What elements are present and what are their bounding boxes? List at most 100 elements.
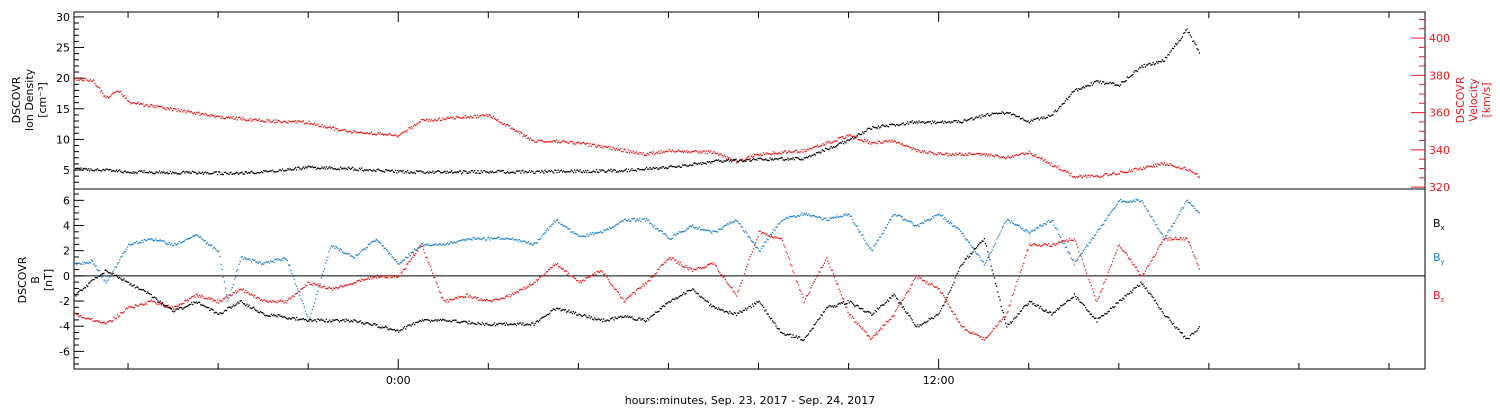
velocity-series-point (553, 140, 555, 142)
by-series-point (615, 224, 617, 226)
by-series-point (811, 215, 813, 217)
by-series-point (790, 216, 792, 218)
density-series-point (373, 169, 375, 171)
velocity-series-point (318, 125, 320, 128)
velocity-series-point (1077, 176, 1079, 178)
by-series-point (406, 257, 408, 259)
bx-series-point (948, 291, 951, 293)
by-series-point (1009, 222, 1011, 224)
velocity-series-point (1171, 164, 1173, 167)
velocity-series-point (455, 115, 457, 118)
density-series-point (108, 168, 111, 171)
density-series-point (458, 170, 460, 172)
density-series-point (219, 171, 221, 173)
by-series-point (778, 223, 781, 225)
bx-series-point (665, 303, 667, 305)
bx-series-point (144, 290, 147, 293)
bx-series-point (519, 322, 521, 324)
by-series-point (757, 247, 759, 249)
bx-series-point (850, 301, 853, 303)
by-series-point (558, 222, 560, 224)
velocity-series-point (829, 142, 832, 144)
bz-series-point (926, 281, 928, 283)
by-series-point (888, 221, 890, 224)
density-series-point (1108, 82, 1110, 84)
density-tick-label: 10 (56, 133, 70, 146)
velocity-series-point (1134, 168, 1136, 170)
density-series-point (600, 170, 602, 172)
density-series-point (220, 173, 222, 176)
bx-series-point (935, 314, 937, 316)
bx-series-point (341, 320, 343, 322)
velocity-series-point (961, 153, 963, 156)
by-series-point (1164, 235, 1167, 237)
density-series-point (1115, 84, 1117, 86)
velocity-series-point (709, 151, 711, 153)
bz-series-point (1136, 269, 1139, 272)
bz-series-point (97, 321, 100, 323)
density-series-point (1166, 57, 1168, 59)
by-series-point (337, 248, 339, 250)
velocity-series-point (1010, 156, 1012, 158)
bz-series-point (338, 286, 340, 288)
density-series-point (79, 168, 81, 170)
velocity-series-point (444, 119, 446, 121)
velocity-series-point (597, 145, 599, 147)
velocity-series-point (937, 152, 939, 154)
by-series-point (712, 230, 714, 232)
bx-series-point (579, 314, 581, 316)
by-series-point (311, 309, 313, 311)
velocity-series-point (390, 134, 392, 136)
density-series-point (343, 168, 345, 170)
velocity-series-point (526, 137, 528, 140)
by-series-point (926, 219, 928, 221)
bx-series-point (779, 331, 782, 333)
by-series-point (286, 259, 289, 262)
by-series-point (903, 219, 905, 221)
bx-series-point (985, 245, 988, 247)
bz-series-point (590, 275, 593, 277)
bz-series-point (80, 315, 82, 317)
density-series-point (702, 162, 704, 164)
bz-series-point (745, 268, 747, 270)
velocity-series-point (807, 149, 810, 151)
velocity-series-point (174, 107, 176, 110)
bx-series-point (849, 300, 851, 302)
density-series-point (456, 171, 458, 173)
bx-series-point (410, 325, 412, 327)
bz-series-point (733, 291, 735, 293)
bx-series-point (314, 319, 317, 321)
density-series-point (669, 165, 671, 167)
by-series-point (586, 233, 588, 235)
density-series-point (866, 128, 868, 130)
velocity-series-point (862, 140, 864, 142)
velocity-series-point (228, 116, 230, 118)
density-series-point (239, 172, 241, 174)
bz-series-point (1113, 257, 1115, 259)
velocity-series-point (295, 120, 297, 122)
by-series-point (1089, 241, 1091, 244)
bx-series-point (898, 302, 900, 304)
by-series-point (412, 252, 415, 254)
bz-series-point (542, 275, 544, 277)
velocity-series-point (672, 150, 675, 153)
by-series-point (852, 218, 854, 221)
velocity-series-point (339, 129, 341, 132)
density-series-point (892, 123, 894, 126)
bz-series-point (795, 280, 797, 282)
bx-series-point (434, 319, 436, 321)
density-series-point (549, 171, 552, 173)
density-series-point (641, 169, 643, 171)
bx-series-point (787, 334, 790, 336)
bz-series-point (776, 236, 778, 238)
bz-series-point (777, 237, 779, 239)
bz-series-point (285, 302, 287, 304)
by-series-point (658, 230, 660, 232)
by-series-point (879, 236, 881, 238)
velocity-series-point (502, 123, 504, 126)
velocity-series-point (592, 143, 594, 146)
density-series-point (661, 166, 663, 168)
bz-series-point (1077, 246, 1079, 248)
by-series-point (384, 247, 386, 249)
by-series-point (831, 216, 833, 218)
